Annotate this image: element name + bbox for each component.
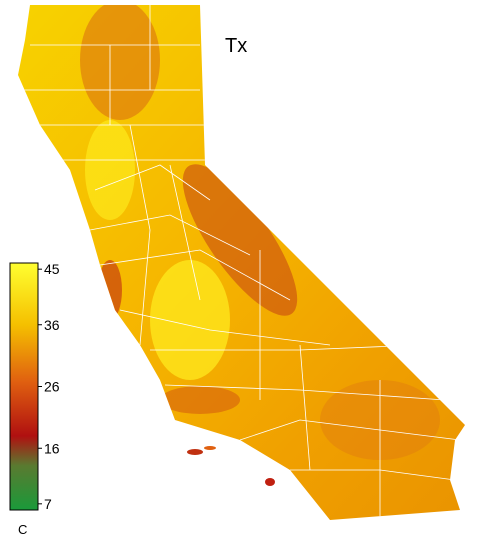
colorbar-tick-label: 7 [44, 496, 52, 512]
colorbar-unit: C [18, 522, 27, 537]
island [204, 446, 216, 450]
island [187, 449, 203, 455]
county-lines [20, 5, 461, 520]
colorbar [9, 262, 39, 511]
colorbar-tick-label: 36 [44, 317, 60, 333]
map-title: Tx [225, 35, 247, 57]
colorbar-tick-label: 26 [44, 379, 60, 395]
colorbar-tick-label: 45 [44, 261, 60, 277]
colorbar-tick-label: 16 [44, 440, 60, 456]
island [265, 478, 275, 486]
